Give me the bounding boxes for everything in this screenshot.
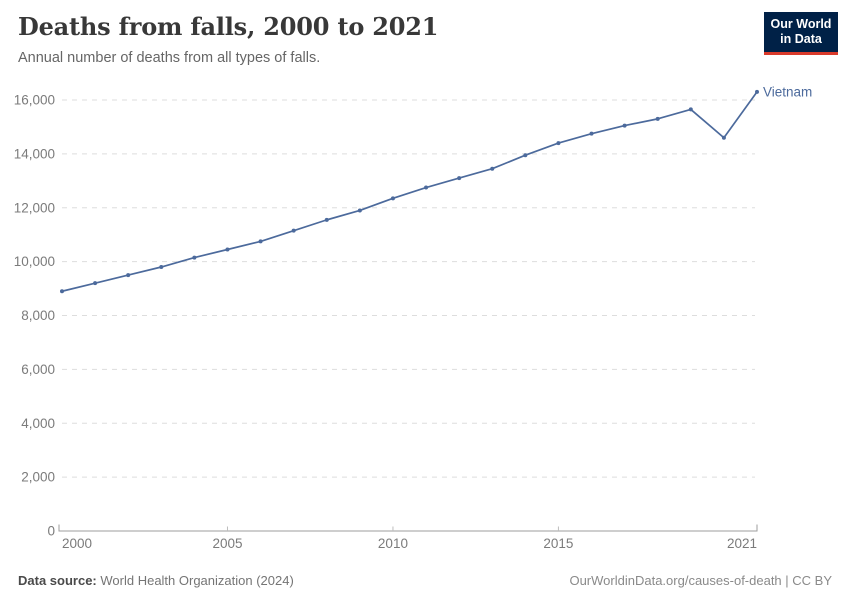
y-tick-label: 4,000: [21, 416, 55, 431]
x-tick-label: 2021: [727, 536, 757, 551]
data-point-2007[interactable]: [291, 228, 296, 233]
data-point-2004[interactable]: [192, 255, 197, 260]
y-tick-label: 0: [47, 524, 55, 539]
data-point-2019[interactable]: [688, 107, 693, 112]
data-point-2002[interactable]: [126, 273, 131, 278]
credit-link[interactable]: OurWorldinData.org/causes-of-death | CC …: [569, 573, 832, 588]
x-tick-label: 2010: [378, 536, 408, 551]
data-point-2021[interactable]: [755, 89, 759, 94]
y-tick-label: 2,000: [21, 470, 55, 485]
data-point-2008[interactable]: [324, 217, 329, 222]
chart-footer: Data source: World Health Organization (…: [18, 573, 832, 588]
y-tick-label: 16,000: [14, 93, 55, 108]
page-title: Deaths from falls, 2000 to 2021: [18, 12, 439, 41]
data-point-2015[interactable]: [556, 141, 561, 146]
x-tick-label: 2015: [543, 536, 573, 551]
chart-subtitle: Annual number of deaths from all types o…: [18, 50, 321, 66]
owid-logo-line1: Our World: [770, 17, 832, 31]
data-point-2020[interactable]: [721, 135, 726, 140]
data-point-2001[interactable]: [93, 281, 98, 286]
data-point-2005[interactable]: [225, 247, 230, 252]
y-tick-label: 6,000: [21, 362, 55, 377]
data-point-2009[interactable]: [357, 208, 362, 213]
y-tick-label: 10,000: [14, 254, 55, 269]
y-tick-label: 8,000: [21, 308, 55, 323]
x-tick-label: 2005: [212, 536, 242, 551]
x-axis: [58, 524, 758, 532]
data-point-2018[interactable]: [655, 116, 660, 121]
y-tick-label: 14,000: [14, 146, 55, 161]
data-point-2010[interactable]: [390, 196, 395, 201]
owid-logo[interactable]: Our World in Data: [764, 12, 838, 55]
data-point-2013[interactable]: [490, 166, 495, 171]
data-point-2003[interactable]: [159, 265, 164, 270]
data-source: Data source: World Health Organization (…: [18, 573, 294, 588]
series-line-vietnam[interactable]: [61, 91, 758, 293]
series-label-vietnam[interactable]: Vietnam: [763, 84, 812, 99]
data-source-value: World Health Organization (2024): [100, 573, 294, 588]
data-point-2012[interactable]: [457, 176, 462, 181]
data-source-label: Data source:: [18, 573, 97, 588]
data-point-2006[interactable]: [258, 239, 263, 244]
owid-logo-line2: in Data: [780, 32, 822, 47]
y-tick-label: 12,000: [14, 200, 55, 215]
data-point-2017[interactable]: [622, 123, 627, 128]
data-point-2014[interactable]: [523, 153, 528, 158]
data-point-2000[interactable]: [60, 289, 64, 294]
data-point-2011[interactable]: [424, 185, 429, 190]
data-point-2016[interactable]: [589, 131, 594, 136]
x-tick-label: 2000: [62, 536, 92, 551]
